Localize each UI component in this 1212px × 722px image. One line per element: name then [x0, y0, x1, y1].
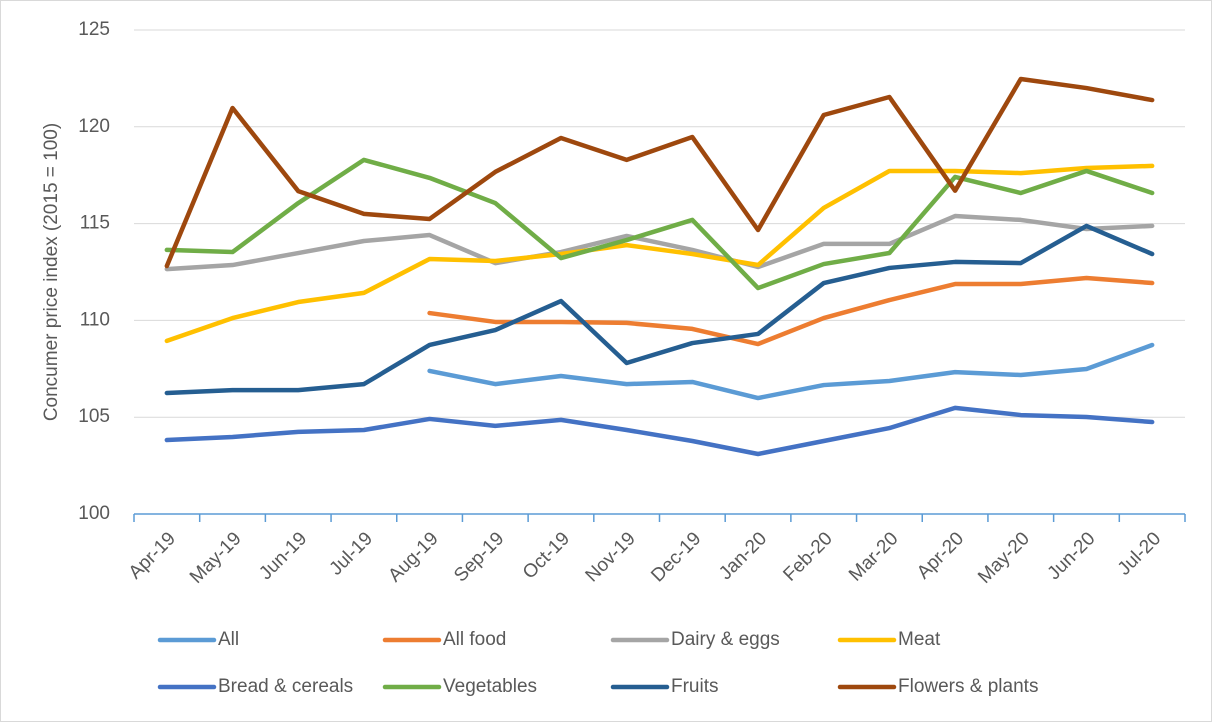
- legend-label: Dairy & eggs: [671, 629, 780, 650]
- legend-label: Meat: [898, 629, 941, 650]
- legend-label: All: [218, 629, 239, 650]
- y-tick-label: 110: [80, 309, 110, 330]
- y-tick-label: 125: [78, 19, 110, 40]
- legend-label: Vegetables: [443, 676, 537, 697]
- legend-label: Flowers & plants: [898, 676, 1038, 697]
- series-line: [427, 342, 1155, 401]
- series-line: [427, 275, 1155, 347]
- y-tick-label: 100: [78, 503, 110, 524]
- series-line: [164, 405, 1155, 457]
- y-axis-label: Concumer price index (2015 = 100): [41, 123, 62, 421]
- series-line: [164, 157, 1155, 291]
- series-line: [164, 163, 1155, 344]
- legend-label: All food: [443, 629, 506, 650]
- legend-label: Fruits: [671, 676, 719, 697]
- series-line: [164, 223, 1155, 396]
- y-tick-label: 120: [78, 116, 110, 137]
- y-tick-label: 105: [78, 406, 110, 427]
- series-line: [164, 213, 1155, 272]
- legend-label: Bread & cereals: [218, 676, 353, 697]
- y-tick-label: 115: [80, 213, 110, 234]
- series-line: [164, 76, 1155, 269]
